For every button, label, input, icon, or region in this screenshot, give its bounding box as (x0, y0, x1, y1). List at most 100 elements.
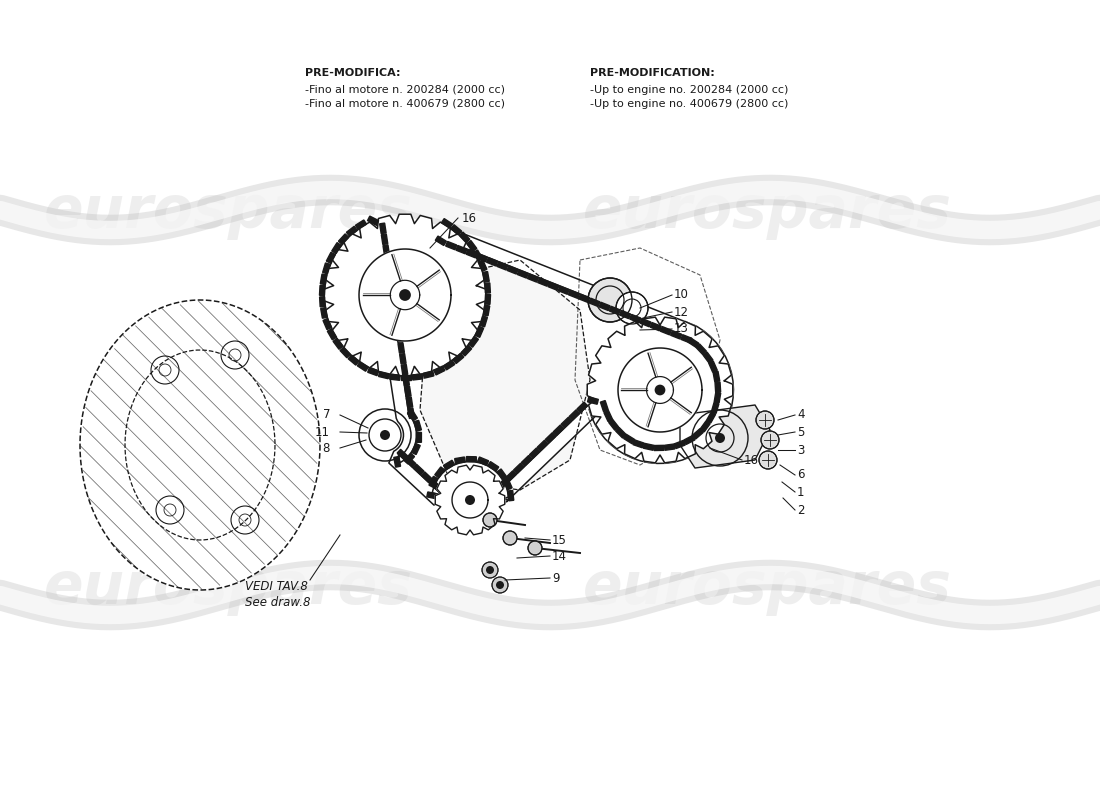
Polygon shape (321, 308, 328, 318)
Polygon shape (604, 410, 613, 422)
Polygon shape (383, 245, 389, 255)
Polygon shape (640, 318, 651, 326)
Polygon shape (671, 330, 682, 339)
Polygon shape (332, 242, 341, 254)
Polygon shape (708, 361, 717, 372)
Polygon shape (569, 290, 580, 298)
Polygon shape (408, 408, 415, 418)
Polygon shape (340, 347, 351, 358)
Polygon shape (701, 421, 711, 432)
Polygon shape (438, 487, 448, 498)
Polygon shape (429, 476, 438, 487)
Polygon shape (398, 342, 405, 354)
Text: -Fino al motore n. 200284 (2000 cc): -Fino al motore n. 200284 (2000 cc) (305, 85, 505, 95)
Polygon shape (454, 457, 465, 463)
Circle shape (588, 278, 632, 322)
Polygon shape (466, 250, 477, 258)
Polygon shape (569, 410, 580, 420)
Text: 11: 11 (315, 426, 330, 438)
Circle shape (503, 531, 517, 545)
Polygon shape (402, 375, 411, 380)
Polygon shape (553, 425, 564, 435)
Polygon shape (461, 346, 472, 356)
Polygon shape (355, 220, 366, 230)
Polygon shape (715, 382, 720, 392)
Polygon shape (80, 300, 320, 590)
Text: 10: 10 (674, 289, 689, 302)
Polygon shape (367, 216, 378, 225)
Polygon shape (664, 444, 675, 450)
Text: 9: 9 (552, 571, 560, 585)
Polygon shape (680, 405, 770, 468)
Circle shape (756, 411, 774, 429)
Polygon shape (427, 492, 438, 499)
Polygon shape (436, 465, 505, 535)
Polygon shape (497, 469, 507, 480)
Polygon shape (408, 410, 417, 421)
Polygon shape (412, 374, 422, 380)
Polygon shape (546, 433, 556, 443)
Polygon shape (323, 318, 331, 330)
Polygon shape (629, 314, 641, 322)
Polygon shape (333, 338, 343, 350)
Polygon shape (624, 434, 635, 444)
Polygon shape (475, 326, 484, 338)
Text: eurospares: eurospares (44, 183, 412, 241)
Text: eurospares: eurospares (44, 559, 412, 617)
Polygon shape (588, 298, 600, 306)
Text: -Up to engine no. 200284 (2000 cc): -Up to engine no. 200284 (2000 cc) (590, 85, 789, 95)
Circle shape (483, 513, 497, 527)
Circle shape (715, 433, 725, 443)
Polygon shape (386, 266, 393, 277)
Polygon shape (346, 226, 358, 236)
Polygon shape (483, 271, 490, 282)
Polygon shape (327, 252, 336, 263)
Polygon shape (578, 402, 587, 413)
Polygon shape (404, 454, 415, 464)
Polygon shape (420, 260, 590, 490)
Polygon shape (385, 256, 392, 266)
Text: 4: 4 (798, 409, 804, 422)
Polygon shape (433, 366, 444, 375)
Polygon shape (394, 457, 400, 467)
Polygon shape (706, 412, 716, 423)
Text: VEDI TAV.8: VEDI TAV.8 (245, 580, 308, 593)
Polygon shape (483, 305, 490, 316)
Polygon shape (393, 310, 399, 321)
Polygon shape (382, 234, 388, 245)
Polygon shape (319, 286, 324, 295)
Polygon shape (397, 450, 408, 460)
Polygon shape (587, 317, 733, 463)
Polygon shape (608, 419, 619, 430)
Polygon shape (693, 429, 703, 439)
Polygon shape (402, 365, 408, 375)
Polygon shape (703, 352, 713, 363)
Polygon shape (339, 234, 349, 245)
Text: 3: 3 (798, 443, 804, 457)
Polygon shape (517, 270, 528, 278)
Circle shape (759, 451, 777, 469)
Polygon shape (684, 435, 695, 445)
Polygon shape (469, 336, 478, 347)
Polygon shape (324, 214, 486, 376)
Polygon shape (497, 262, 508, 270)
Polygon shape (455, 246, 468, 254)
Polygon shape (434, 467, 444, 478)
Polygon shape (320, 274, 327, 285)
Polygon shape (619, 310, 630, 318)
Polygon shape (478, 260, 487, 271)
Text: 7: 7 (322, 409, 330, 422)
Circle shape (654, 385, 666, 395)
Polygon shape (654, 446, 664, 450)
Polygon shape (392, 299, 398, 310)
Polygon shape (529, 448, 540, 458)
Polygon shape (389, 288, 396, 299)
Polygon shape (579, 294, 590, 302)
Circle shape (492, 577, 508, 593)
Polygon shape (379, 223, 386, 234)
Polygon shape (322, 263, 330, 274)
Polygon shape (378, 371, 389, 378)
Polygon shape (414, 464, 424, 474)
Polygon shape (486, 258, 497, 266)
Text: eurospares: eurospares (583, 559, 952, 617)
